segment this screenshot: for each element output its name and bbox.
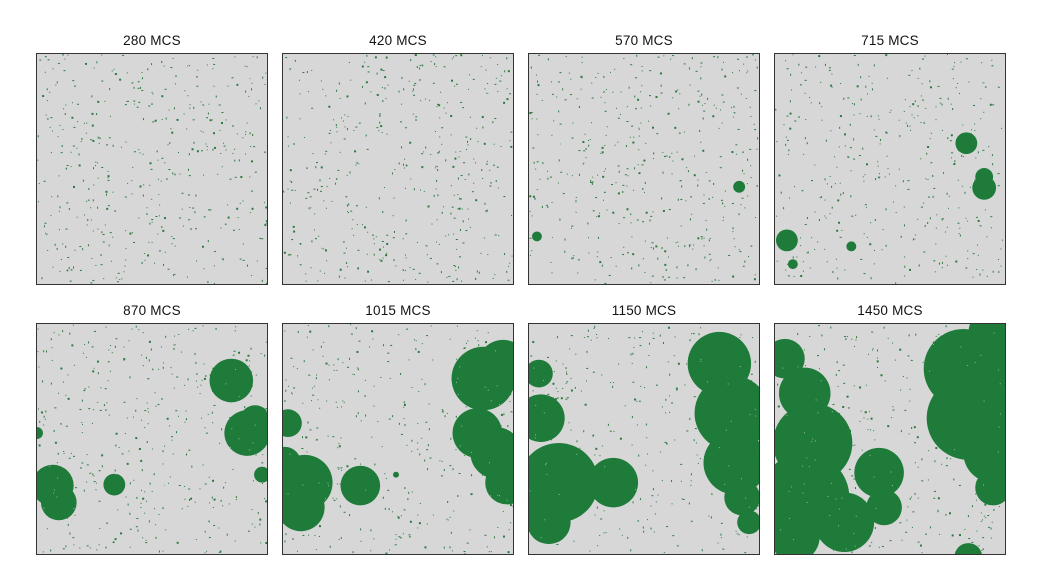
- panel-title: 870 MCS: [123, 303, 181, 318]
- panel-title: 1150 MCS: [611, 303, 677, 318]
- simulation-image: [282, 53, 514, 285]
- domain-blob: [975, 469, 1005, 506]
- domain-blob: [787, 259, 798, 270]
- domain-blob: [103, 473, 126, 496]
- green-domains: [531, 180, 746, 242]
- panel-title: 280 MCS: [123, 33, 181, 48]
- domain-blob: [529, 500, 571, 545]
- lattice-background: [283, 54, 513, 284]
- domain-blob: [814, 492, 875, 553]
- green-specks: [529, 325, 759, 554]
- lattice-snapshot: [283, 324, 513, 554]
- lattice-background: [529, 54, 759, 284]
- green-specks: [529, 54, 759, 284]
- lattice-snapshot: [37, 54, 267, 284]
- green-domains: [529, 331, 759, 545]
- lattice-snapshot: [775, 324, 1005, 554]
- domain-blob: [209, 358, 254, 403]
- domain-blob: [703, 431, 759, 495]
- domain-blob: [948, 353, 1005, 434]
- domain-blob: [485, 460, 513, 505]
- simulation-image: [282, 323, 514, 555]
- domain-blob: [775, 512, 820, 554]
- domain-blob: [963, 423, 1005, 483]
- green-specks: [37, 324, 267, 554]
- domain-blob: [775, 229, 798, 252]
- domain-blob: [477, 339, 513, 392]
- green-domains: [37, 358, 267, 521]
- domain-blob: [846, 241, 857, 252]
- domain-blob: [40, 484, 77, 521]
- domain-blob: [854, 447, 904, 498]
- domain-blob: [529, 359, 553, 388]
- panel-title: 715 MCS: [861, 33, 919, 48]
- simulation-image: [36, 323, 268, 555]
- lattice-snapshot: [283, 54, 513, 284]
- domain-blob: [254, 466, 267, 483]
- domain-blob: [866, 489, 902, 526]
- green-domains: [283, 339, 513, 532]
- green-domains: [775, 132, 997, 270]
- domain-blob: [724, 479, 759, 516]
- panel-title: 570 MCS: [615, 33, 673, 48]
- simulation-image: [774, 323, 1006, 555]
- simulation-image: [528, 323, 760, 555]
- domain-blob: [955, 132, 978, 155]
- domain-blob: [737, 510, 759, 535]
- domain-blob: [529, 394, 565, 442]
- simulation-image: [36, 53, 268, 285]
- simulation-image: [774, 53, 1006, 285]
- domain-blob: [733, 180, 746, 193]
- domain-blob: [283, 409, 302, 438]
- lattice-snapshot: [37, 324, 267, 554]
- domain-blob: [340, 465, 381, 506]
- domain-blob: [393, 471, 399, 478]
- green-specks: [283, 324, 513, 554]
- lattice-snapshot: [529, 54, 759, 284]
- domain-blob: [975, 168, 994, 186]
- lattice-background: [775, 54, 1005, 284]
- simulation-image: [528, 53, 760, 285]
- panel-title: 1450 MCS: [857, 303, 923, 318]
- domain-blob: [588, 457, 639, 508]
- panel-title: 420 MCS: [369, 33, 427, 48]
- panel-title: 1015 MCS: [365, 303, 431, 318]
- lattice-snapshot: [529, 324, 759, 554]
- green-specks: [283, 54, 513, 283]
- lattice-snapshot: [775, 54, 1005, 284]
- domain-blob: [283, 483, 325, 532]
- domain-blob: [531, 231, 542, 242]
- green-specks: [37, 54, 267, 284]
- green-domains: [775, 324, 1005, 554]
- green-specks: [775, 54, 1005, 284]
- green-specks: [775, 324, 1005, 554]
- domain-blob: [37, 427, 43, 439]
